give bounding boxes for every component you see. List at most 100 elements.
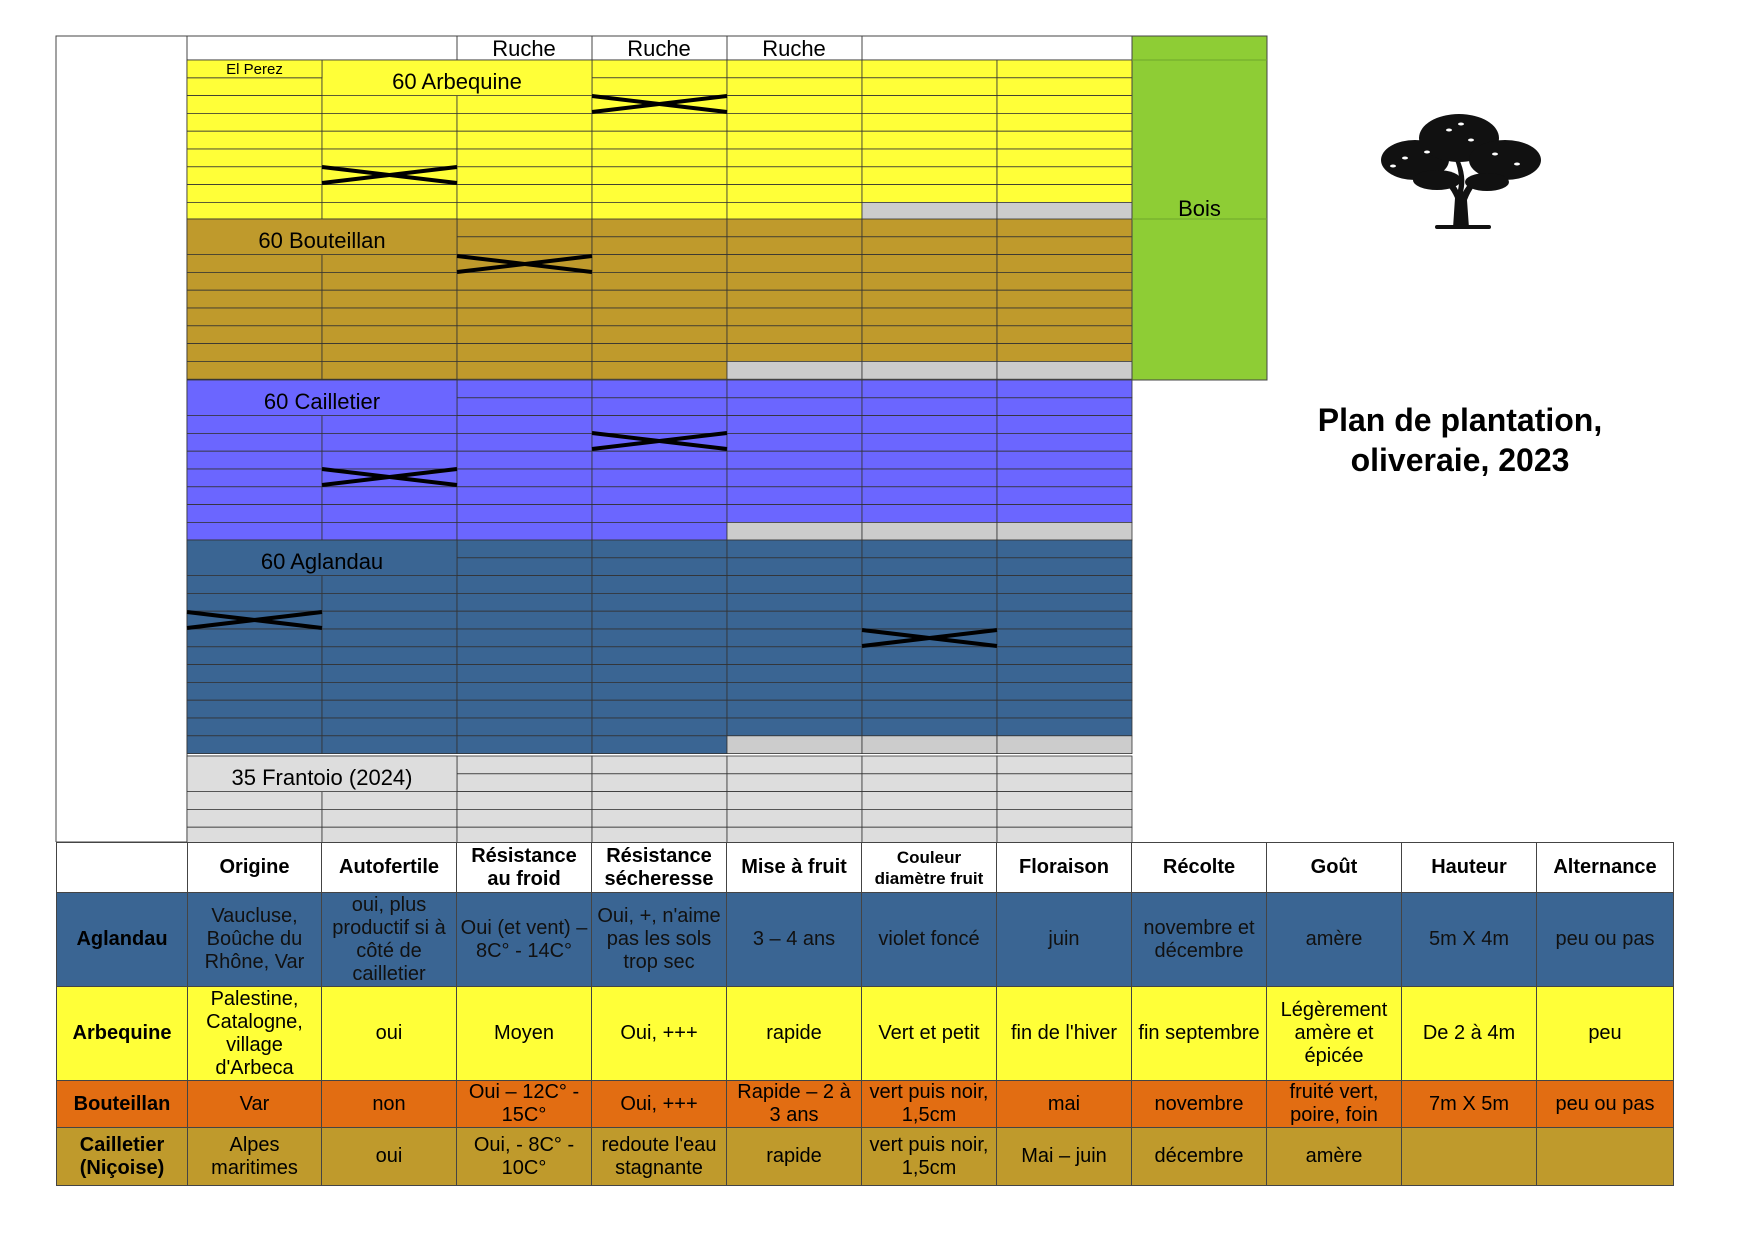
dead-tree-cross [321, 467, 458, 487]
plot-cell [186, 184, 323, 203]
block-label-cell [186, 539, 458, 576]
plan-title-line-1: Plan de plantation, [1317, 402, 1603, 438]
plot-cell [726, 148, 863, 168]
plot-cell [726, 646, 863, 665]
plot-cell [456, 539, 593, 559]
plot-cell [321, 735, 458, 754]
table-cell: non [321, 1080, 457, 1128]
plot-cell [996, 201, 1133, 221]
plot-cell [456, 699, 593, 719]
plot-cell [186, 77, 323, 97]
plot-cell [591, 415, 728, 434]
plot-cell [591, 343, 728, 362]
plot-cell [996, 271, 1133, 291]
plot-cell [861, 486, 998, 505]
plot-cell [726, 325, 863, 344]
plot-cell [861, 682, 998, 701]
plot-cell [726, 450, 863, 470]
column-header: Résistance sécheresse [591, 842, 727, 893]
table-cell: Vaucluse, Boûche du Rhône, Var [187, 892, 322, 987]
plot-cell [186, 468, 323, 488]
table-cell: 7m X 5m [1401, 1080, 1537, 1128]
table-cell: Oui, - 8C° - 10C° [456, 1127, 592, 1186]
plot-cell [321, 184, 458, 203]
plot-cell [591, 77, 728, 97]
table-cell: fruité vert, poire, foin [1266, 1080, 1402, 1128]
plot-cell [456, 664, 593, 683]
table-cell: Oui, +++ [591, 986, 727, 1081]
plot-cell [726, 826, 863, 842]
plot-cell [321, 432, 458, 452]
plot-cell [591, 735, 728, 754]
plot-cell [321, 682, 458, 701]
plot-cell [996, 791, 1133, 810]
plot-cell [726, 809, 863, 828]
table-cell [1536, 1127, 1674, 1186]
plot-cell [726, 486, 863, 505]
block-label: 60 Cailletier [264, 389, 380, 414]
plot-cell [456, 379, 593, 399]
plot-cell [861, 735, 998, 754]
plot-cell [456, 809, 593, 828]
plot-cell [726, 522, 863, 541]
plot-cell [861, 289, 998, 309]
plot-cell [456, 773, 593, 792]
plot-cell [726, 468, 863, 488]
plot-cell [186, 450, 323, 470]
table-cell: oui [321, 1127, 457, 1186]
plot-cell [186, 575, 323, 594]
table-cell: Oui – 12C° - 15C° [456, 1080, 592, 1128]
plot-cell [321, 289, 458, 309]
plot-cell [186, 148, 323, 168]
plot-cell [591, 664, 728, 683]
plot-cell [861, 593, 998, 612]
plot-cell [726, 113, 863, 132]
plan-left-margin [55, 35, 188, 842]
plot-cell [861, 148, 998, 168]
plot-cell [456, 307, 593, 327]
plot-cell [996, 773, 1133, 792]
dead-tree-cross [861, 628, 998, 648]
plot-cell [861, 450, 998, 470]
plot-cell [861, 130, 998, 150]
table-cell: Alpes maritimes [187, 1127, 322, 1186]
plot-cell [321, 826, 458, 842]
plot-cell [996, 432, 1133, 452]
plot-cell [996, 218, 1133, 238]
plot-cell [456, 575, 593, 594]
plot-cell [321, 486, 458, 505]
plot-cell [591, 610, 728, 630]
plot-cell [996, 486, 1133, 505]
table-cell: Oui (et vent) – 8C° - 14C° [456, 892, 592, 987]
plot-cell [726, 575, 863, 594]
plot-cell [861, 699, 998, 719]
plot-cell [861, 504, 998, 523]
table-cell: oui [321, 986, 457, 1081]
plot-cell [726, 271, 863, 291]
table-cell: juin [996, 892, 1132, 987]
plot-cell [186, 593, 323, 612]
plot-cell [861, 307, 998, 327]
plot-cell [321, 201, 458, 221]
plot-cell [456, 504, 593, 523]
column-header: Couleur diamètre fruit [861, 842, 997, 893]
plot-cell [321, 254, 458, 273]
plot-cell [591, 236, 728, 256]
table-row: Aglandau Vaucluse, Boûche du Rhône, Var ou… [56, 892, 1674, 987]
plot-cell [186, 166, 323, 186]
plot-cell [726, 397, 863, 416]
plot-cell [321, 699, 458, 719]
plot-cell [186, 717, 323, 737]
dead-tree-cross [591, 431, 728, 451]
plot-cell [861, 236, 998, 256]
plot-cell [996, 557, 1133, 576]
plot-cell [591, 254, 728, 273]
plot-cell [591, 397, 728, 416]
plot-cell [861, 415, 998, 434]
plot-cell [996, 325, 1133, 344]
plot-cell [996, 468, 1133, 488]
plot-cell [591, 148, 728, 168]
plot-cell [861, 59, 998, 79]
planting-plan-grid: Ruche Ruche Ruche 60 Arbequine 60 Bouteillan… [55, 35, 1268, 842]
plot-cell [321, 791, 458, 810]
